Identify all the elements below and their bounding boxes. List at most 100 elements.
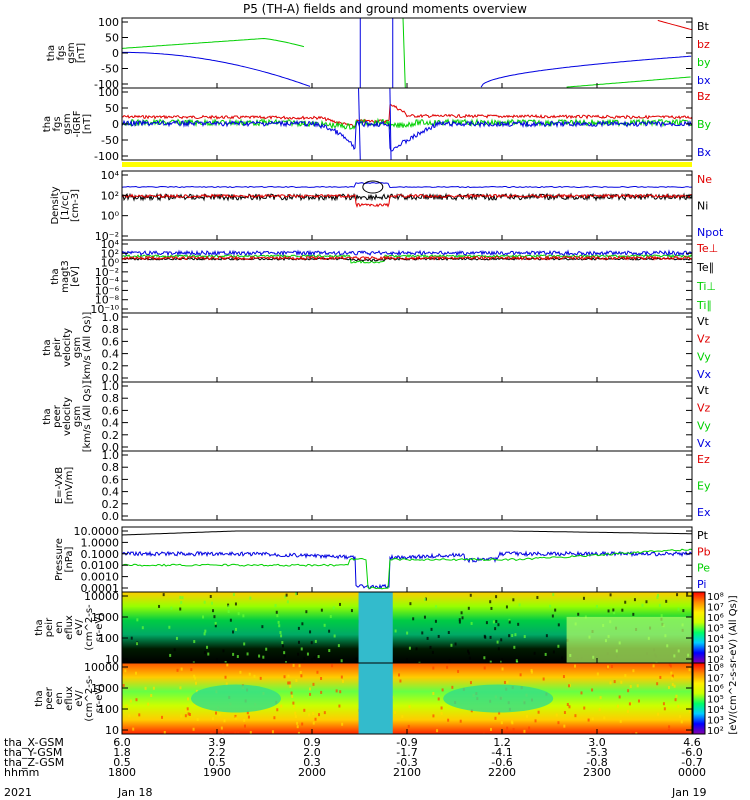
panel-9-data: [122, 592, 692, 663]
heatmap-pixel: [440, 706, 443, 710]
heatmap-pixel: [214, 711, 217, 715]
panel-10: 10000 1000 100 10 tha peer en eflux eV/(cm^2-s-s…: [34, 661, 724, 737]
heatmap-pixel: [561, 656, 564, 660]
y-tick-label: 10⁻⁸: [95, 294, 120, 307]
y-axis-label: tha: [50, 268, 61, 284]
heatmap-pixel: [541, 660, 544, 663]
panel-5: 1.00.80.60.40.20.0 tha peir velocity gsm [km/…: [42, 311, 712, 385]
heatmap-pixel: [494, 716, 497, 720]
heatmap-blob: [443, 684, 554, 713]
y-axis-label: gsm: [72, 337, 83, 358]
heatmap-pixel: [265, 647, 268, 651]
heatmap-pixel: [285, 593, 288, 597]
y-tick-label: 100: [98, 16, 119, 29]
heatmap-pixel: [523, 635, 526, 639]
panel-1: 100 50 0 -50 -100 tha fgs gsm [nT] Bt bz by bx: [46, 16, 711, 91]
panel-9: 10000 1000 100 10 tha peir en eflux eV/(cm^2-s-s…: [34, 590, 724, 666]
legend-Npot: Npot: [697, 226, 724, 239]
heatmap-pixel: [341, 679, 344, 683]
heatmap-pixel: [568, 684, 571, 688]
heatmap-pixel: [147, 702, 150, 706]
y-tick-label: 0.0010: [81, 571, 120, 584]
heatmap-pixel: [234, 602, 237, 606]
heatmap-pixel: [459, 719, 462, 723]
y-axis-label: E=-VxB: [54, 467, 65, 504]
heatmap-pixel: [645, 600, 648, 604]
heatmap-pixel: [563, 710, 566, 714]
heatmap-pixel: [193, 640, 196, 644]
heatmap-pixel: [633, 598, 636, 602]
heatmap-pixel: [626, 709, 629, 713]
colorbar-tick-label: 10²: [707, 655, 724, 666]
legend-Te⊥: Te⊥: [696, 242, 718, 255]
heatmap-pixel: [176, 668, 179, 672]
heatmap-pixel: [470, 621, 473, 625]
legend-by: by: [697, 56, 711, 69]
heatmap-pixel: [657, 712, 660, 716]
panel-3-data: [122, 180, 692, 209]
heatmap-pixel: [429, 645, 432, 649]
y-tick-label: 0.4: [102, 417, 120, 430]
heatmap-pixel: [629, 730, 632, 734]
series-Ti: [122, 253, 692, 264]
heatmap-pixel: [517, 622, 520, 626]
panel-1-data: [122, 18, 692, 88]
heatmap-pixel: [192, 661, 195, 663]
heatmap-pixel: [194, 681, 197, 685]
heatmap-pixel: [580, 691, 583, 695]
heatmap-pixel: [457, 669, 460, 673]
heatmap-pixel: [203, 651, 206, 655]
x-value: 2000: [298, 766, 326, 779]
heatmap-pixel: [637, 699, 640, 703]
x-value: 2.2: [208, 746, 226, 759]
heatmap-pixel: [179, 607, 182, 611]
heatmap-pixel: [544, 652, 547, 656]
heatmap-pixel: [337, 644, 340, 648]
heatmap-pixel: [234, 627, 237, 631]
heatmap-pixel: [237, 612, 240, 616]
heatmap-pixel: [206, 645, 209, 649]
legend-Bz: Bz: [697, 90, 711, 103]
heatmap-pixel: [308, 713, 311, 717]
legend-bz: bz: [697, 38, 710, 51]
y-axis-label: [nT]: [76, 43, 87, 63]
y-tick-label: 0.1000: [81, 548, 120, 561]
heatmap-pixel: [180, 601, 183, 605]
heatmap-pixel: [512, 598, 515, 602]
heatmap-pixel: [562, 675, 565, 679]
heatmap-pixel: [519, 673, 522, 677]
heatmap-pixel: [513, 645, 516, 649]
y-tick-label: 10: [105, 724, 119, 737]
heatmap-pixel: [612, 608, 615, 612]
heatmap-pixel: [301, 722, 304, 726]
heatmap-pixel: [283, 654, 286, 658]
panel-6-frame: [121, 381, 693, 452]
heatmap-pixel: [350, 609, 353, 613]
x-value: 0.5: [113, 756, 131, 769]
heatmap-pixel: [495, 619, 498, 623]
heatmap-pixel: [179, 686, 182, 690]
heatmap-pixel: [180, 667, 183, 671]
heatmap-pixel: [563, 724, 566, 728]
heatmap-pixel: [555, 713, 558, 717]
legend-Vt: Vt: [697, 315, 710, 328]
heatmap-pixel: [523, 729, 526, 733]
heatmap-pixel: [587, 718, 590, 722]
y-axis-label: sr-eV): [94, 613, 105, 642]
heatmap-pixel: [406, 631, 409, 635]
heatmap-pixel: [328, 649, 331, 653]
series-Ni-bump: [362, 180, 384, 194]
heatmap-pixel: [545, 634, 548, 638]
heatmap-pixel: [629, 685, 632, 689]
legend-Pe: Pe: [697, 562, 710, 575]
y-tick-label: 0.8: [102, 392, 120, 405]
series-Pt: [122, 530, 692, 536]
x-value: 3.9: [208, 736, 226, 749]
panel-5-frame: [121, 312, 693, 383]
heatmap-pixel: [320, 608, 323, 612]
heatmap-pixel: [610, 664, 613, 668]
y-axis-label: -IGRF: [72, 110, 83, 137]
colorbar-tick-label: 10⁸: [707, 663, 724, 674]
panel-3: 10⁴ 10² 10⁰ 10⁻² Density [1/cc] [cm-3] Ne Ni Npot: [50, 169, 724, 243]
heatmap-pixel: [179, 595, 182, 599]
